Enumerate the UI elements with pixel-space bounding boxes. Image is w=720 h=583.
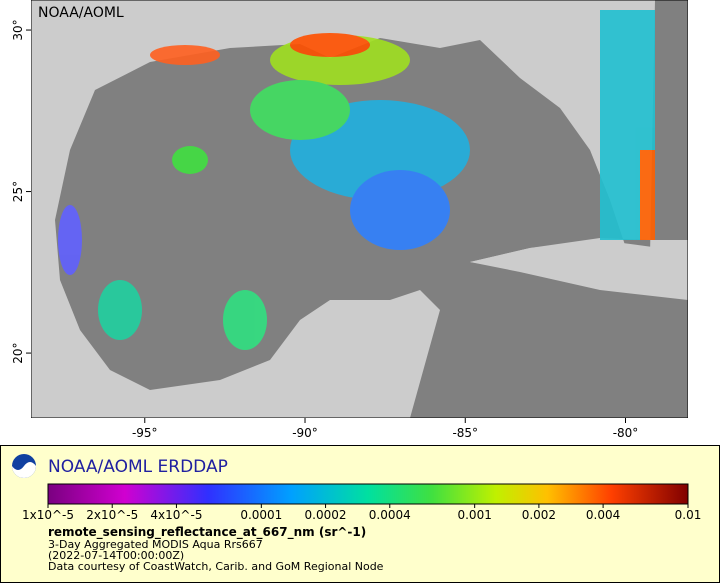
legend-line: 3-Day Aggregated MODIS Aqua Rrs667 [48,538,263,551]
x-tick-label: -90° [292,426,318,440]
colorbar-tick-label: 1x10^-5 [22,508,74,522]
map-header: NOAA/AOML [38,5,124,21]
colorbar-tick-label: 4x10^-5 [150,508,202,522]
x-tick-label: -80° [613,426,639,440]
legend-line: (2022-07-14T00:00:00Z) [48,549,184,562]
variable-name: remote_sensing_reflectance_at_667_nm (sr… [48,525,366,540]
colorbar-tick-label: 0.002 [522,508,556,522]
colorbar-tick-label: 2x10^-5 [86,508,138,522]
cuba [470,240,688,290]
noaa-logo [12,454,36,478]
x-tick-label: -85° [452,426,478,440]
axes: -95° -90° -85° -80° 20° 25° 30° [11,19,638,440]
x-tick-label: -95° [132,426,158,440]
map [31,0,688,418]
y-tick-label: 30° [11,19,25,40]
y-tick-label: 20° [11,342,25,363]
chlorophyll-patches [58,10,655,350]
colorbar-tick-label: 0.001 [457,508,491,522]
legend-box [0,445,720,583]
legend-line: Data courtesy of CoastWatch, Carib. and … [48,560,384,573]
colorbar-tick-label: 0.004 [586,508,620,522]
colorbar-tick-label: 0.0004 [369,508,411,522]
colorbar [47,483,689,505]
legend-title: NOAA/AOML ERDDAP [48,457,228,477]
colorbar-ticks: 1x10^-5 2x10^-5 4x10^-5 0.0001 0.0002 0.0004 0… [22,504,701,522]
colorbar-tick-label: 0.0002 [305,508,347,522]
y-tick-label: 25° [11,181,25,202]
colorbar-tick-label: 0.0001 [240,508,282,522]
colorbar-tick-label: 0.01 [675,508,702,522]
